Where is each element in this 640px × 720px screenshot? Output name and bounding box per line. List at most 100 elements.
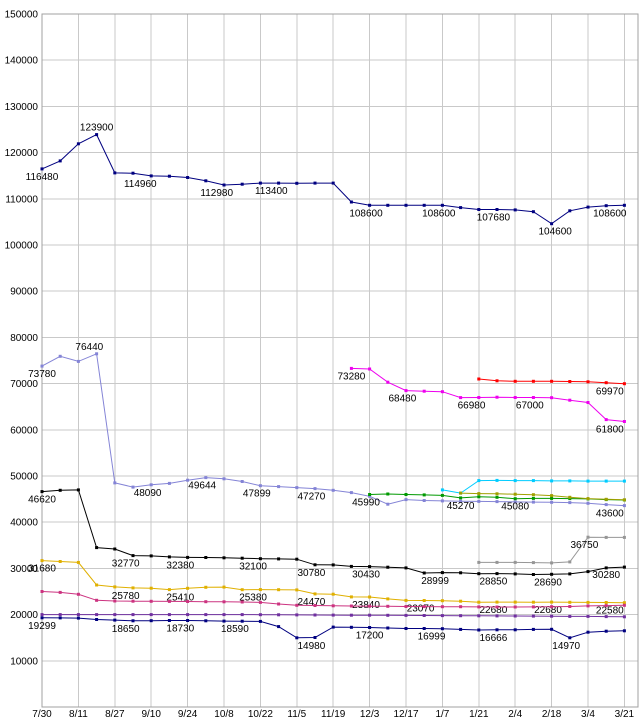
data-point [586, 501, 590, 505]
data-point [40, 167, 44, 171]
data-point [149, 613, 153, 617]
data-point [404, 627, 408, 630]
series-markers-red [477, 377, 626, 386]
data-point [568, 636, 572, 640]
data-point [568, 479, 572, 483]
data-point [313, 636, 317, 639]
data-point [622, 629, 626, 633]
data-point [95, 618, 99, 621]
data-point [40, 364, 44, 368]
data-point [186, 478, 190, 482]
data-point [604, 566, 608, 570]
data-point [586, 380, 590, 384]
data-point [531, 496, 535, 500]
data-point [513, 605, 517, 609]
data-point [422, 605, 426, 609]
data-point [422, 627, 426, 630]
data-point [604, 479, 608, 483]
data-point [131, 554, 135, 558]
data-point [422, 571, 426, 575]
data-label: 45270 [447, 501, 475, 512]
series-navy-bottom: 19299 18650 18730 18590 14980 17200 16999 16666… [28, 616, 626, 652]
data-label: 32770 [112, 559, 140, 570]
data-point [440, 614, 444, 618]
data-point [295, 557, 299, 561]
data-label: 107680 [477, 213, 511, 224]
data-point [313, 604, 317, 607]
data-label: 36750 [570, 540, 598, 551]
series-olive [459, 491, 626, 502]
data-point [404, 498, 408, 502]
x-axis-labels: 7/30 8/11 8/27 9/10 9/24 10/8 10/22 11/5 11/19 12… [32, 709, 634, 720]
data-label: 73280 [337, 371, 365, 382]
data-point [258, 557, 262, 561]
data-point [95, 546, 99, 550]
data-point [459, 571, 463, 575]
data-point [459, 614, 463, 618]
data-point [131, 586, 135, 590]
data-point [622, 504, 626, 508]
data-point [477, 614, 481, 618]
data-point [149, 599, 153, 603]
data-point [331, 613, 335, 617]
data-label: 32380 [166, 560, 194, 571]
data-point [513, 628, 517, 632]
data-point [40, 616, 44, 620]
data-point [495, 395, 499, 399]
data-point [404, 566, 408, 570]
data-label: 28999 [421, 576, 449, 587]
data-point [131, 485, 135, 489]
data-point [95, 613, 99, 617]
x-axis-label: 7/30 [32, 709, 52, 720]
data-point [349, 595, 353, 599]
series-markers-gold [40, 559, 626, 605]
data-point [331, 592, 335, 596]
data-point [186, 555, 190, 559]
data-point [422, 614, 426, 617]
data-point [368, 626, 372, 629]
series-purple [40, 613, 626, 619]
data-label: 25780 [112, 591, 140, 602]
x-axis-label: 1/21 [469, 709, 489, 720]
x-axis-label: 11/5 [287, 709, 306, 720]
data-point [58, 560, 62, 563]
data-point [531, 614, 535, 618]
data-point [368, 565, 372, 569]
data-point [204, 585, 208, 589]
data-point [440, 605, 444, 609]
x-axis-label: 8/11 [69, 709, 88, 720]
data-point [131, 619, 135, 623]
data-point [368, 595, 372, 599]
data-point [149, 483, 153, 487]
data-point [604, 604, 608, 608]
data-point [295, 486, 299, 490]
data-point [277, 557, 281, 561]
data-point [550, 379, 554, 383]
data-label: 18730 [166, 624, 194, 635]
data-label: 61800 [596, 425, 624, 436]
data-label: 30430 [352, 569, 380, 580]
data-point [495, 600, 499, 604]
data-point [222, 585, 226, 589]
data-label: 66980 [458, 401, 486, 412]
data-point [622, 565, 626, 569]
data-point [222, 477, 226, 481]
data-point [204, 556, 208, 559]
data-point [531, 573, 535, 576]
data-point [550, 222, 554, 226]
data-point [422, 493, 426, 497]
data-point [295, 636, 299, 640]
series-markers-gray [477, 535, 626, 565]
data-point [422, 389, 426, 393]
data-point [240, 556, 244, 560]
data-point [440, 488, 444, 492]
data-point [622, 615, 626, 619]
data-point [404, 605, 408, 608]
data-point [477, 499, 481, 503]
data-point [167, 619, 171, 622]
data-point [386, 597, 390, 601]
series-markers-navy-top [40, 133, 626, 226]
data-point [313, 487, 317, 491]
data-point [240, 182, 244, 186]
